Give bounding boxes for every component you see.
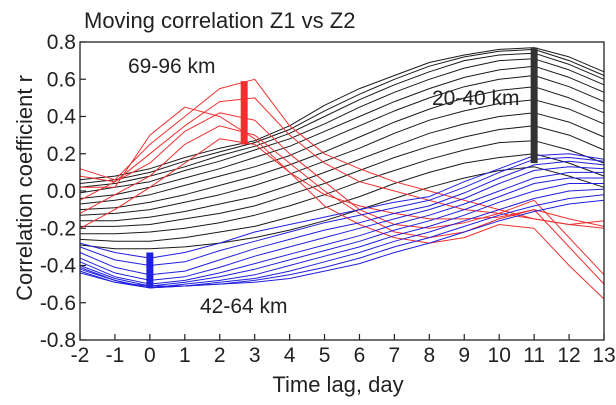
annotation-69-96-km: 69-96 km bbox=[128, 55, 216, 78]
series-line bbox=[79, 199, 605, 287]
series-line bbox=[79, 138, 605, 300]
series-line bbox=[79, 52, 605, 188]
series-line bbox=[79, 48, 605, 184]
x-tick-label: 5 bbox=[319, 344, 331, 367]
series-line bbox=[79, 160, 605, 276]
x-tick-label: 9 bbox=[458, 344, 470, 367]
series-line bbox=[79, 183, 604, 289]
x-tick-label: 12 bbox=[557, 344, 580, 367]
plot-frame bbox=[79, 41, 605, 341]
y-tick-label: -0.6 bbox=[40, 292, 76, 315]
series-line bbox=[79, 65, 605, 199]
y-tick-label: 0.6 bbox=[47, 68, 76, 91]
series-layer bbox=[79, 47, 605, 300]
x-tick-label: 1 bbox=[179, 344, 191, 367]
series-line bbox=[79, 177, 604, 287]
x-tick-label: -2 bbox=[71, 344, 90, 367]
y-tick-label: 0.4 bbox=[47, 106, 77, 129]
series-line bbox=[79, 99, 605, 216]
y-tick-label: 0.0 bbox=[47, 180, 76, 203]
x-tick-label: -1 bbox=[106, 344, 125, 367]
series-line bbox=[79, 58, 605, 194]
y-tick-label: 0.8 bbox=[47, 31, 76, 54]
y-axis: 0.8 0.6 0.4 0.2 0.0 -0.2 -0.4 -0.6 -0.8 bbox=[40, 31, 86, 352]
series-line bbox=[79, 153, 605, 242]
series-line bbox=[79, 157, 605, 266]
x-tick-label: 6 bbox=[354, 344, 366, 367]
annotation-42-64-km: 42-64 km bbox=[200, 295, 288, 318]
series-line bbox=[79, 75, 605, 205]
series-line bbox=[79, 97, 605, 229]
series-group-69-96-km bbox=[79, 78, 605, 300]
series-line bbox=[80, 125, 605, 227]
x-tick-label: 8 bbox=[423, 344, 435, 367]
series-line bbox=[80, 112, 605, 222]
series-line bbox=[79, 166, 605, 281]
series-line bbox=[79, 153, 605, 259]
x-tick-label: 11 bbox=[523, 344, 545, 367]
x-tick-label: 0 bbox=[144, 344, 156, 367]
series-group-42-64-km bbox=[79, 153, 605, 289]
x-tick-label: 13 bbox=[592, 344, 615, 367]
x-tick-label: 4 bbox=[284, 344, 296, 367]
y-tick-label: 0.2 bbox=[47, 143, 76, 166]
x-tick-label: 10 bbox=[488, 344, 511, 367]
series-line bbox=[79, 125, 605, 285]
y-tick-label: -0.8 bbox=[40, 329, 76, 352]
x-axis: -2 -1 0 1 2 3 4 5 6 7 8 9 10 11 12 13 bbox=[71, 334, 616, 367]
annotation-20-40-km: 20-40 km bbox=[432, 87, 520, 110]
series-line bbox=[79, 47, 605, 181]
chart-title: Moving correlation Z1 vs Z2 bbox=[84, 8, 355, 33]
y-tick-label: -0.4 bbox=[40, 255, 77, 278]
series-line bbox=[79, 194, 605, 289]
x-tick-label: 2 bbox=[214, 344, 226, 367]
y-axis-label: Correlation coefficient r bbox=[12, 75, 37, 301]
range-bars bbox=[146, 47, 538, 288]
x-tick-label: 7 bbox=[389, 344, 401, 367]
y-tick-label: -0.2 bbox=[40, 217, 76, 240]
series-line bbox=[80, 106, 605, 227]
x-axis-label: Time lag, day bbox=[272, 372, 403, 397]
x-tick-label: 3 bbox=[249, 344, 261, 367]
series-line bbox=[80, 140, 605, 235]
series-line bbox=[79, 112, 605, 276]
series-line bbox=[79, 171, 604, 285]
series-line bbox=[79, 86, 605, 211]
